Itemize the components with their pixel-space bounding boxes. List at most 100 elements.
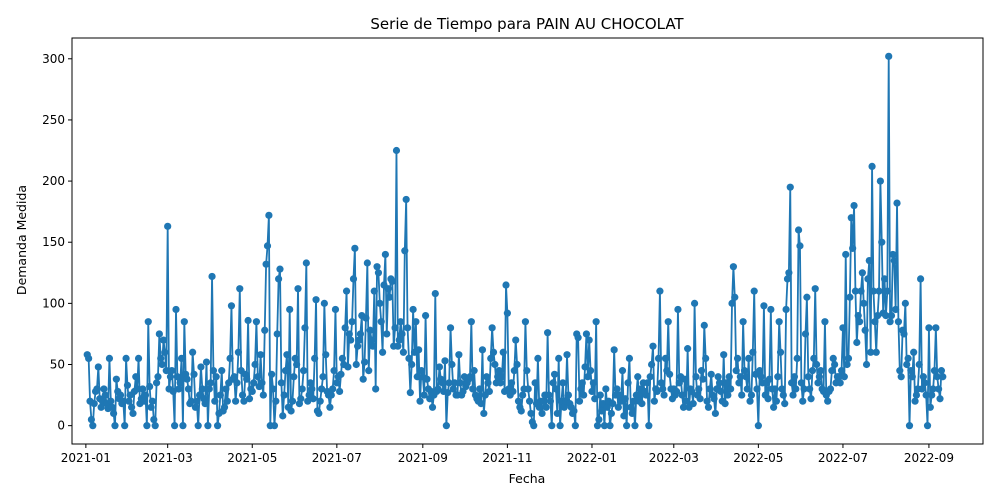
data-point bbox=[208, 272, 216, 281]
data-point bbox=[864, 275, 872, 283]
data-point bbox=[467, 318, 475, 326]
data-point bbox=[839, 324, 847, 332]
x-tick-label: 2021-01 bbox=[61, 451, 111, 465]
data-point bbox=[849, 244, 857, 252]
data-point bbox=[699, 375, 707, 383]
data-point bbox=[725, 373, 733, 381]
data-point bbox=[507, 379, 516, 387]
data-point bbox=[905, 422, 914, 430]
data-point bbox=[702, 354, 710, 362]
data-point bbox=[173, 373, 181, 381]
data-point bbox=[438, 379, 446, 387]
data-point bbox=[451, 379, 459, 387]
data-point bbox=[733, 354, 742, 362]
data-point bbox=[322, 351, 330, 359]
data-point bbox=[406, 389, 414, 397]
data-point bbox=[623, 422, 631, 430]
data-point bbox=[559, 379, 567, 387]
data-point bbox=[756, 367, 764, 375]
data-point bbox=[915, 360, 923, 369]
data-point bbox=[489, 348, 498, 356]
data-point bbox=[512, 336, 520, 344]
data-point bbox=[692, 373, 700, 381]
data-point bbox=[563, 351, 571, 359]
data-point bbox=[431, 289, 439, 298]
data-point bbox=[912, 391, 921, 399]
data-point bbox=[607, 409, 615, 418]
data-point bbox=[847, 214, 855, 222]
data-point bbox=[836, 379, 844, 387]
data-point bbox=[896, 367, 904, 375]
data-point bbox=[280, 391, 288, 399]
data-point bbox=[817, 367, 825, 375]
data-point bbox=[831, 360, 839, 369]
data-point bbox=[935, 385, 943, 393]
data-point bbox=[169, 387, 177, 396]
data-point bbox=[893, 199, 901, 207]
data-point bbox=[233, 379, 241, 387]
data-point bbox=[297, 395, 305, 403]
data-point bbox=[398, 330, 406, 338]
data-point bbox=[696, 395, 704, 403]
data-point bbox=[840, 373, 848, 381]
data-point bbox=[306, 379, 315, 387]
data-point bbox=[642, 391, 650, 399]
x-tick-label: 2022-09 bbox=[904, 451, 954, 465]
data-point bbox=[342, 287, 351, 295]
data-point bbox=[772, 397, 781, 405]
data-point bbox=[571, 422, 579, 430]
data-point bbox=[330, 367, 338, 375]
data-point bbox=[679, 403, 688, 411]
data-point bbox=[116, 391, 125, 399]
data-point bbox=[514, 397, 523, 405]
data-point bbox=[108, 403, 116, 411]
data-point bbox=[287, 407, 295, 415]
data-point bbox=[351, 244, 359, 252]
data-point bbox=[578, 379, 586, 387]
data-point bbox=[874, 312, 882, 320]
y-axis-label: Demanda Medida bbox=[14, 185, 29, 295]
data-point bbox=[258, 379, 266, 387]
data-point bbox=[749, 348, 757, 356]
data-point bbox=[394, 342, 402, 350]
data-point bbox=[503, 309, 511, 317]
data-point bbox=[455, 351, 463, 359]
data-point bbox=[402, 195, 410, 204]
data-point bbox=[399, 348, 407, 356]
data-point bbox=[921, 379, 929, 387]
x-tick-label: 2021-11 bbox=[482, 451, 532, 465]
data-point bbox=[312, 296, 320, 304]
data-point bbox=[804, 373, 812, 381]
data-point bbox=[198, 385, 206, 393]
data-point bbox=[269, 385, 277, 393]
data-point bbox=[187, 397, 195, 405]
data-point bbox=[338, 354, 346, 362]
data-point bbox=[159, 336, 168, 344]
data-point bbox=[397, 318, 405, 326]
data-point bbox=[570, 407, 578, 415]
data-point bbox=[367, 336, 376, 344]
data-point bbox=[862, 360, 871, 369]
data-point bbox=[442, 422, 450, 430]
data-point bbox=[728, 299, 736, 307]
data-point bbox=[750, 287, 758, 295]
data-point bbox=[301, 324, 309, 332]
data-point bbox=[792, 385, 800, 393]
data-point bbox=[496, 379, 505, 387]
data-point bbox=[495, 367, 503, 375]
data-point bbox=[603, 403, 611, 411]
y-tick-label: 0 bbox=[57, 419, 65, 433]
data-point bbox=[129, 409, 137, 418]
data-point bbox=[354, 342, 362, 350]
data-point bbox=[275, 275, 283, 283]
data-point bbox=[727, 385, 735, 393]
axes-frame bbox=[71, 37, 984, 445]
data-point bbox=[739, 318, 747, 326]
data-point bbox=[140, 397, 148, 405]
data-point bbox=[147, 403, 155, 411]
data-point bbox=[251, 360, 259, 369]
data-point bbox=[93, 385, 101, 393]
data-point bbox=[704, 403, 713, 411]
data-point bbox=[865, 256, 873, 265]
data-point bbox=[790, 373, 799, 381]
